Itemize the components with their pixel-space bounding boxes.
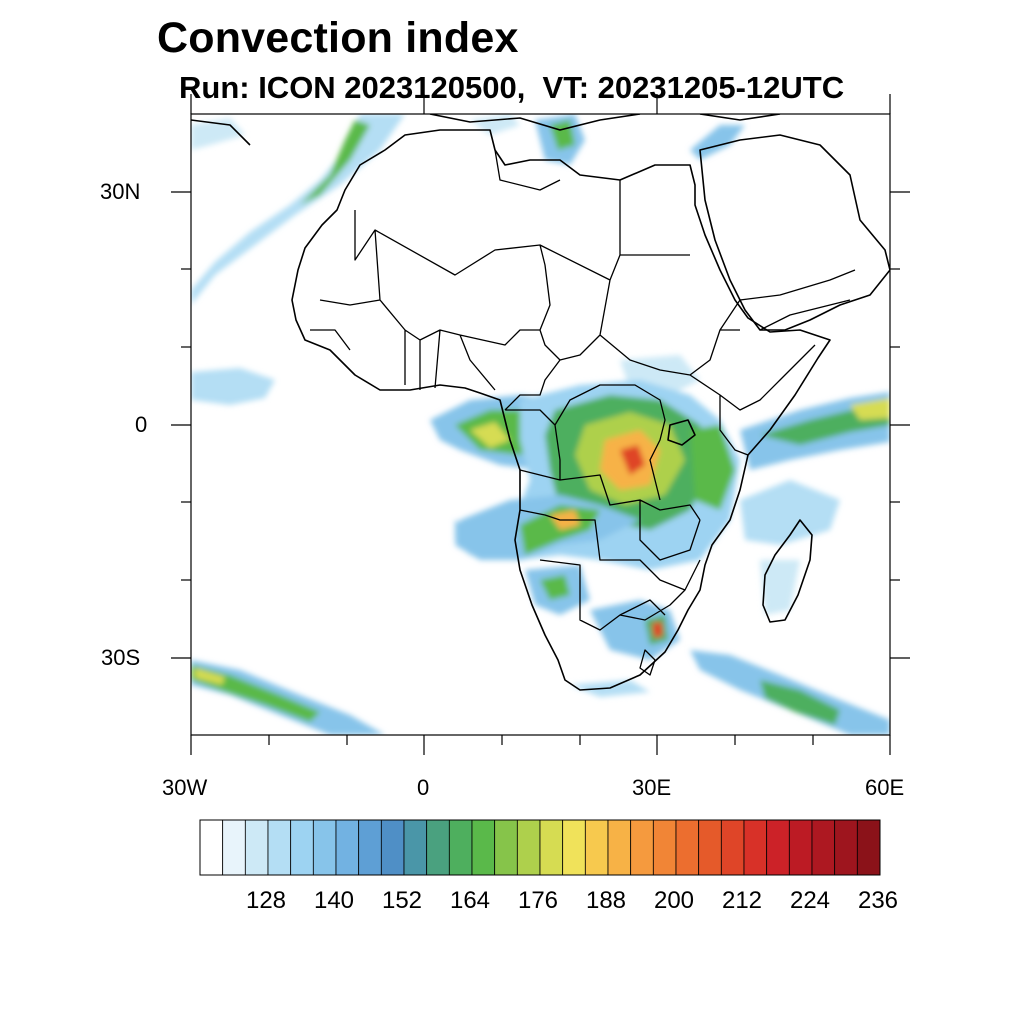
lon-label-30e: 30E <box>632 775 672 800</box>
colorbar-box <box>720 819 745 876</box>
field-north-atlantic-core <box>300 120 370 205</box>
lon-label-0: 0 <box>417 775 430 800</box>
colorbar-box <box>675 819 700 876</box>
colorbar-box <box>788 819 813 876</box>
europe-coastline <box>191 114 781 146</box>
colorbar-box <box>380 819 405 876</box>
axis-ticks <box>171 94 910 755</box>
colorbar-box <box>403 819 428 876</box>
field-north-atlantic <box>191 114 405 305</box>
lat-label-0: 0 <box>135 412 148 437</box>
colorbar-box <box>766 819 790 876</box>
colorbar-box <box>811 819 836 876</box>
lake-victoria <box>667 419 696 446</box>
lat-label-30n: 30N <box>100 179 141 204</box>
colorbar-label: 236 <box>857 887 899 914</box>
colorbar-label: 200 <box>653 887 695 914</box>
colorbar-box <box>834 819 858 876</box>
colorbar-box <box>244 819 269 876</box>
field-east-africa-lakes <box>690 425 735 510</box>
field-indian-ocean-warm <box>850 398 890 420</box>
africa-coastline <box>291 129 831 691</box>
colorbar-box <box>539 819 564 876</box>
field-sw-indian-core <box>760 680 840 725</box>
colorbar-box <box>856 819 881 876</box>
colorbar-box <box>698 819 722 876</box>
chart-title: Convection index <box>157 14 519 62</box>
field-gulf-guinea-core <box>470 422 510 448</box>
field-levant <box>690 125 745 160</box>
colorbar-box <box>222 819 246 876</box>
colorbar-box <box>630 819 654 876</box>
field-south-africa-max <box>652 622 663 638</box>
colorbar-box <box>358 819 382 876</box>
field-south-africa-east <box>590 600 680 660</box>
lat-label-30s: 30S <box>101 645 141 670</box>
colorbar-box <box>607 819 632 876</box>
field-congo-max <box>620 445 645 475</box>
colorbar-box <box>199 819 224 876</box>
colorbar-box <box>426 819 450 876</box>
colorbar-box <box>652 819 677 876</box>
colorbar-box <box>290 819 314 876</box>
colorbar-label: 176 <box>517 887 559 914</box>
field-south-of-madagascar <box>760 560 800 615</box>
field-south-atlantic-band <box>191 660 385 735</box>
colorbar-box <box>584 819 609 876</box>
colorbar-box <box>448 819 473 876</box>
colorbar-label: 224 <box>789 887 831 914</box>
field-south-atlantic-warm <box>195 668 225 685</box>
field-south-atlantic-mid <box>455 520 500 555</box>
field-madagascar <box>740 480 840 545</box>
colorbar-label: 140 <box>313 887 355 914</box>
colorbar-box <box>743 819 768 876</box>
lon-label-60e: 60E <box>865 775 905 800</box>
colorbar-label: 212 <box>721 887 763 914</box>
colorbar-label: 164 <box>449 887 491 914</box>
madagascar-coastline <box>762 519 813 623</box>
colorbar-label: 128 <box>245 887 287 914</box>
colorbar-box <box>267 819 292 876</box>
chart-subtitle: Run: ICON 2023120500, VT: 20231205-12UTC <box>179 70 845 105</box>
colorbar-label: 188 <box>585 887 627 914</box>
colorbar-box <box>312 819 337 876</box>
colorbar-box <box>562 819 586 876</box>
field-west-africa-coast <box>191 368 275 405</box>
arabia-coastline <box>699 134 890 331</box>
colorbar-box <box>494 819 518 876</box>
country-borders <box>310 149 856 676</box>
lon-label-30w: 30W <box>162 775 208 800</box>
colorbar-box <box>335 819 360 876</box>
colorbar-label: 152 <box>381 887 423 914</box>
field-namibia-core <box>540 575 570 600</box>
colorbar-box <box>471 819 496 876</box>
colorbar-box <box>516 819 541 876</box>
